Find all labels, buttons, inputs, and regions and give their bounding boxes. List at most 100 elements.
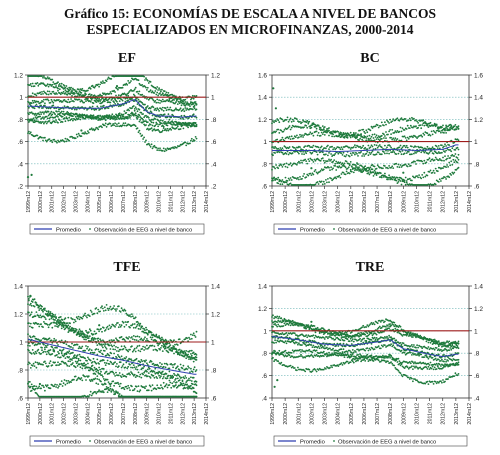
observation-point xyxy=(186,368,189,370)
observation-point xyxy=(406,165,409,168)
observation-point xyxy=(161,93,163,96)
observation-point xyxy=(91,361,94,363)
observation-point xyxy=(82,336,85,339)
observation-point xyxy=(100,339,102,342)
observation-point xyxy=(27,344,29,347)
observation-point xyxy=(171,364,174,366)
x-tick-label: 2012m12 xyxy=(180,191,186,213)
observation-point xyxy=(42,310,44,313)
observation-point xyxy=(67,324,70,327)
observation-point xyxy=(54,383,56,386)
observation-point xyxy=(142,119,145,121)
observation-point xyxy=(132,113,135,116)
observation-point xyxy=(92,357,95,360)
observation-point xyxy=(69,360,71,363)
observation-point xyxy=(139,373,142,376)
observation-point xyxy=(145,124,147,126)
observation-point xyxy=(101,94,103,97)
observation-point xyxy=(183,114,186,117)
observation-point xyxy=(423,159,426,162)
observation-point xyxy=(38,316,41,319)
observation-point xyxy=(352,132,355,134)
observation-point xyxy=(432,152,435,155)
observation-point xyxy=(147,372,150,374)
observation-point xyxy=(193,121,196,124)
observation-point xyxy=(161,98,164,101)
observation-point xyxy=(57,319,59,322)
observation-point xyxy=(290,120,293,123)
observation-point xyxy=(365,137,368,139)
x-tick-label: 2011m12 xyxy=(428,191,434,212)
observation-point xyxy=(126,367,129,370)
observation-point xyxy=(105,370,108,373)
observation-point xyxy=(45,310,48,313)
observation-point xyxy=(190,367,192,370)
observation-point xyxy=(54,116,56,119)
observation-point xyxy=(448,176,451,179)
observation-point xyxy=(190,376,192,379)
observation-point xyxy=(104,364,107,366)
observation-point xyxy=(440,131,442,134)
observation-point xyxy=(153,144,156,147)
observation-point xyxy=(88,348,91,350)
y-tick-label: 1.2 xyxy=(14,312,23,319)
observation-point xyxy=(47,326,50,329)
observation-point xyxy=(296,163,298,166)
observation-point xyxy=(144,79,146,81)
observation-point xyxy=(89,95,92,97)
observation-point xyxy=(195,124,198,126)
observation-point xyxy=(114,97,116,100)
observation-point xyxy=(185,109,188,111)
observation-point xyxy=(150,111,153,114)
observation-point xyxy=(110,382,113,385)
y-tick-label: .2 xyxy=(211,184,217,191)
observation-point xyxy=(357,155,359,157)
observation-point xyxy=(151,90,154,93)
observation-point xyxy=(178,121,181,124)
observation-point xyxy=(357,133,359,136)
observation-point xyxy=(423,171,426,174)
observation-point xyxy=(304,150,307,153)
observation-point xyxy=(437,145,440,147)
observation-point xyxy=(138,108,141,111)
observation-point xyxy=(104,343,107,345)
observation-point xyxy=(73,108,76,111)
observation-point xyxy=(53,319,56,321)
observation-point xyxy=(368,151,371,154)
observation-point xyxy=(275,130,277,133)
observation-point xyxy=(192,368,195,371)
observation-point xyxy=(195,392,198,395)
observation-point xyxy=(326,181,328,184)
x-tick-label: 2005m12 xyxy=(97,403,103,425)
observation-point xyxy=(343,162,346,165)
observation-point xyxy=(30,300,33,303)
observation-point xyxy=(90,394,93,397)
observation-point xyxy=(373,133,376,136)
x-tick-label: 2013m12 xyxy=(454,191,460,213)
observation-point xyxy=(312,173,315,176)
observation-point xyxy=(141,84,144,86)
observation-point xyxy=(281,151,284,154)
observation-point xyxy=(148,90,151,93)
observation-point xyxy=(121,365,124,367)
observation-point xyxy=(179,352,182,354)
observation-point xyxy=(369,166,372,169)
observation-point xyxy=(136,127,139,129)
y-tick-label: .8 xyxy=(262,161,268,168)
observation-point xyxy=(53,385,56,388)
observation-point xyxy=(172,376,175,379)
x-tick-label: 2002m12 xyxy=(309,191,315,213)
observation-point xyxy=(153,371,156,373)
observation-point xyxy=(96,312,99,315)
observation-point xyxy=(144,336,146,339)
observation-point xyxy=(399,126,402,129)
observation-point xyxy=(190,97,193,100)
observation-point xyxy=(441,144,443,147)
observation-point xyxy=(274,167,276,170)
observation-point xyxy=(100,118,102,120)
observation-point xyxy=(314,159,317,162)
observation-point xyxy=(415,145,417,148)
observation-point xyxy=(38,325,41,328)
observation-point xyxy=(102,80,104,82)
observation-point xyxy=(91,364,94,367)
